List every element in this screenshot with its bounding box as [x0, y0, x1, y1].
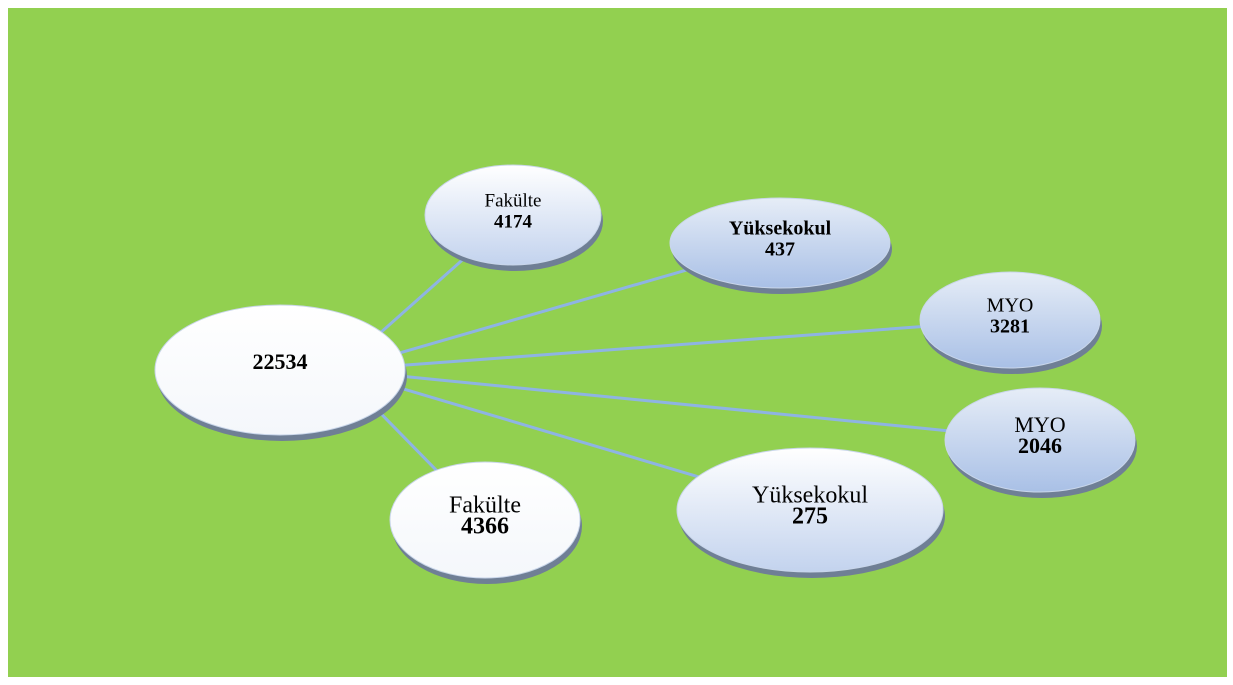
- node-label: Fakülte: [449, 493, 521, 519]
- node-label: Yüksekokul: [729, 218, 832, 240]
- node-label: Fakülte: [485, 190, 542, 211]
- node: [944, 387, 1136, 493]
- center-value: 22534: [253, 349, 308, 374]
- node: [154, 304, 406, 436]
- node-label: MYO: [987, 295, 1034, 317]
- node-value: 3281: [990, 316, 1030, 338]
- node-value: 4174: [494, 211, 533, 232]
- node-value: 437: [765, 239, 795, 261]
- connector: [394, 318, 1011, 368]
- node-label: Yüksekokul: [752, 483, 868, 509]
- node-value: 275: [792, 504, 828, 530]
- node: [424, 164, 602, 266]
- node: [676, 447, 944, 573]
- node: [389, 461, 581, 579]
- node-value: 2046: [1018, 433, 1062, 458]
- node-value: 4366: [461, 514, 509, 540]
- node: [669, 197, 891, 289]
- connector: [394, 373, 1041, 442]
- node: [919, 271, 1101, 369]
- node-label: MYO: [1014, 412, 1065, 437]
